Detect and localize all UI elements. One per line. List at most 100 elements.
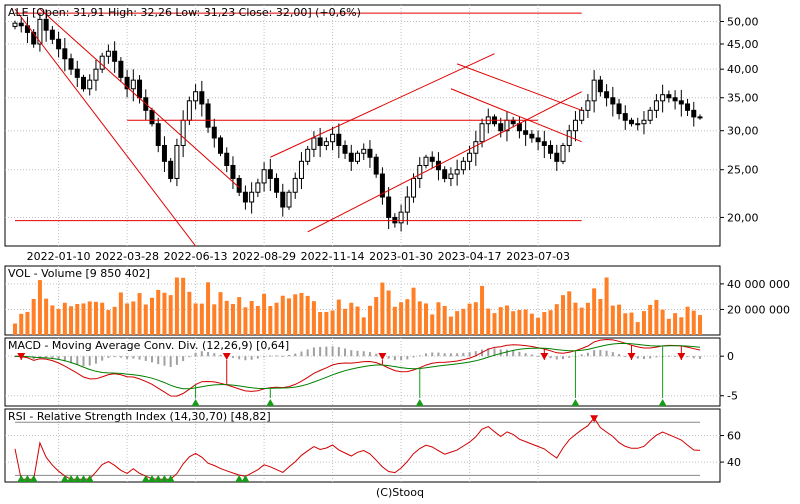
macd-histogram-bar xyxy=(568,356,571,358)
candle-body xyxy=(653,100,659,111)
volume-bar xyxy=(274,302,279,335)
candle-body xyxy=(298,160,304,179)
macd-histogram-bar xyxy=(94,356,97,364)
sell-signal-marker xyxy=(222,353,231,360)
buy-signal-marker xyxy=(658,399,667,406)
candle-body xyxy=(510,119,516,125)
candle-body xyxy=(417,164,423,179)
macd-histogram-bar xyxy=(474,351,477,357)
trendline xyxy=(307,91,582,233)
volume-bar xyxy=(50,305,55,335)
x-tick-label: 2023-04-17 xyxy=(438,250,502,263)
macd-histogram-bar xyxy=(219,354,222,357)
macd-histogram-bar xyxy=(207,352,210,357)
candle-body xyxy=(361,148,367,154)
candle-body xyxy=(635,123,641,126)
candle-body xyxy=(118,60,124,78)
candle-body xyxy=(336,133,342,146)
volume-bar xyxy=(324,311,329,335)
volume-bar xyxy=(168,295,173,335)
candle-body xyxy=(454,169,460,175)
macd-histogram-bar xyxy=(549,356,552,359)
candle-body xyxy=(548,144,554,154)
volume-bar xyxy=(380,282,385,335)
volume-bar xyxy=(461,308,466,335)
volume-bar xyxy=(237,297,242,335)
trendline xyxy=(270,53,495,158)
volume-bar xyxy=(554,304,559,335)
candle-body xyxy=(280,191,286,208)
volume-bar xyxy=(367,305,372,335)
macd-histogram-bar xyxy=(113,356,116,358)
volume-bar xyxy=(37,280,42,335)
macd-histogram-bar xyxy=(505,349,508,357)
volume-bar xyxy=(181,277,186,335)
volume-bar xyxy=(87,301,92,335)
candle-body xyxy=(81,76,86,90)
volume-bar xyxy=(573,302,578,335)
candle-body xyxy=(523,130,529,135)
trendlines xyxy=(14,8,582,246)
volume-bar xyxy=(685,306,690,335)
macd-histogram-bar xyxy=(182,356,185,362)
volume-bar xyxy=(69,306,74,335)
x-tick-label: 2022-03-28 xyxy=(95,250,159,263)
candle-body xyxy=(267,169,273,179)
candle-body xyxy=(249,191,255,203)
candle-body xyxy=(579,109,585,121)
candle-body xyxy=(460,160,466,171)
volume-bar xyxy=(137,293,142,335)
price-panel xyxy=(4,4,721,247)
macd-histogram-bar xyxy=(605,350,608,357)
volume-bar xyxy=(355,306,360,335)
macd-y-tick-label: 0 xyxy=(727,350,734,363)
candle-body xyxy=(193,91,199,102)
buy-signal-marker xyxy=(415,399,424,406)
candle-body xyxy=(641,119,647,125)
rsi-y-tick-label: 60 xyxy=(727,430,741,443)
macd-histogram-bar xyxy=(188,356,191,358)
macd-histogram-bar xyxy=(163,356,166,366)
volume-bar xyxy=(598,298,603,335)
candle-body xyxy=(205,103,211,128)
candle-body xyxy=(286,191,292,208)
candle-body xyxy=(199,91,205,105)
macd-histogram-bar xyxy=(288,355,290,357)
volume-bar xyxy=(311,301,316,335)
rsi-y-tick-label: 40 xyxy=(727,456,741,469)
macd-histogram-bar xyxy=(412,356,415,358)
price-y-tick-label: 50,00 xyxy=(727,15,759,28)
volume-bar xyxy=(635,322,640,335)
sell-signal-marker xyxy=(378,353,387,360)
macd-histogram-bar xyxy=(194,352,197,357)
candle-body xyxy=(392,216,398,224)
candle-body xyxy=(660,94,666,102)
macd-histogram-bar xyxy=(406,356,409,360)
macd-histogram-bar xyxy=(256,356,259,359)
volume-bar xyxy=(131,301,136,335)
macd-histogram-bar xyxy=(38,356,41,358)
candle-body xyxy=(236,177,242,193)
volume-bar xyxy=(75,304,80,335)
candle-body xyxy=(541,141,547,146)
rsi-panel xyxy=(4,408,721,483)
buy-signal-marker xyxy=(85,475,94,482)
macd-histogram-bar xyxy=(468,352,471,357)
macd-histogram-bar xyxy=(493,348,496,357)
candle-body xyxy=(155,123,161,146)
sell-signal-marker xyxy=(627,353,636,360)
macd-histogram-bar xyxy=(425,353,427,357)
volume-bar xyxy=(125,303,130,335)
macd-histogram-bar xyxy=(636,356,639,359)
volume-bar xyxy=(504,305,509,335)
macd-histogram-bar xyxy=(686,356,689,358)
volume-bar xyxy=(318,312,323,335)
candle-body xyxy=(43,18,49,31)
candle-body xyxy=(124,76,130,90)
rsi-title: RSI - Relative Strength Index (14,30,70)… xyxy=(8,410,271,423)
volume-bar xyxy=(199,303,204,335)
buy-signal-marker xyxy=(154,475,163,482)
macd-histogram-bar xyxy=(555,356,558,360)
volume-bar xyxy=(336,299,341,335)
macd-panel xyxy=(4,337,721,407)
